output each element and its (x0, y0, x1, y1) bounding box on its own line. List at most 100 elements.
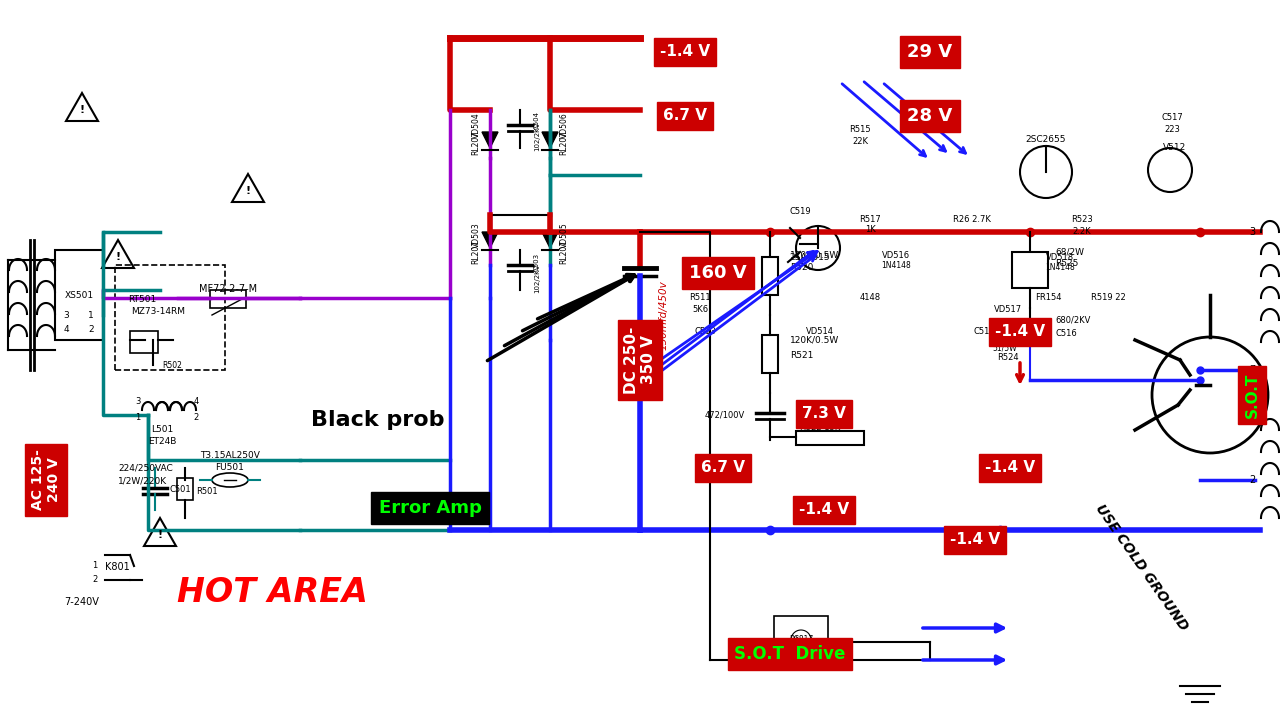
Text: C503: C503 (534, 253, 540, 271)
Text: !: ! (246, 186, 251, 196)
Text: 4: 4 (63, 325, 69, 335)
Text: 2: 2 (1249, 475, 1254, 485)
Text: 3: 3 (1249, 227, 1254, 237)
Text: 6.7 V: 6.7 V (701, 461, 745, 475)
Polygon shape (541, 232, 558, 248)
Text: 4: 4 (193, 397, 198, 407)
Text: -1.4 V: -1.4 V (660, 45, 710, 60)
Text: !: ! (157, 530, 163, 540)
Text: K801: K801 (105, 562, 129, 572)
Text: RL207: RL207 (559, 131, 568, 155)
Text: 2: 2 (193, 413, 198, 421)
Bar (762, 335, 778, 373)
Text: 160 V: 160 V (689, 264, 746, 282)
Text: R520: R520 (790, 264, 813, 272)
Text: FU501: FU501 (215, 462, 244, 472)
Text: 1N4148: 1N4148 (1046, 264, 1075, 272)
Text: 2: 2 (88, 325, 93, 335)
Text: 5K6: 5K6 (692, 305, 708, 315)
Bar (55, 250, 102, 340)
Bar (177, 478, 193, 500)
Text: VD518: VD518 (1046, 253, 1074, 263)
Text: 2.2K: 2.2K (1073, 228, 1092, 236)
Text: RL207: RL207 (471, 131, 480, 155)
Text: R502: R502 (163, 361, 182, 371)
Text: DC 250-
350 V: DC 250- 350 V (623, 326, 657, 394)
Text: 22K: 22K (852, 138, 868, 146)
Text: RL207: RL207 (471, 240, 480, 264)
Text: VD514: VD514 (806, 328, 835, 336)
Text: 29 V: 29 V (908, 43, 952, 61)
Text: 1: 1 (88, 310, 93, 320)
Text: 68/2W: 68/2W (1055, 248, 1084, 256)
Text: Error Amp: Error Amp (379, 499, 481, 517)
Text: R524: R524 (997, 354, 1019, 362)
Text: 1: 1 (136, 413, 141, 421)
Text: 1: 1 (92, 560, 97, 570)
Text: R517: R517 (859, 215, 881, 225)
Text: 102/2KV: 102/2KV (534, 264, 540, 293)
Text: USE COLD GROUND: USE COLD GROUND (1093, 502, 1190, 634)
Text: R522 15K: R522 15K (800, 423, 840, 433)
Text: VD506: VD506 (559, 112, 568, 138)
Text: PC817: PC817 (788, 636, 813, 644)
Text: -1.4 V: -1.4 V (799, 503, 849, 518)
Text: 4148: 4148 (859, 294, 881, 302)
Text: 28 V: 28 V (908, 107, 952, 125)
Text: 3: 3 (63, 310, 69, 320)
Text: 2: 2 (92, 575, 97, 585)
Text: VD517: VD517 (995, 305, 1021, 315)
Text: RT501: RT501 (128, 295, 156, 305)
Text: XS501: XS501 (64, 290, 93, 300)
Text: S.O.T: S.O.T (1244, 372, 1260, 418)
Text: VD503: VD503 (471, 222, 480, 248)
Text: 104/100: 104/100 (1010, 320, 1042, 330)
Text: 472/100V: 472/100V (705, 410, 745, 420)
Text: C516: C516 (1055, 328, 1076, 338)
Text: 7: 7 (1249, 365, 1254, 375)
Text: C519: C519 (790, 207, 810, 217)
Text: MF72-2-7-M: MF72-2-7-M (198, 284, 257, 294)
Text: C514: C514 (973, 328, 995, 336)
Text: N505: N505 (788, 655, 812, 665)
Text: T3.15AL250V: T3.15AL250V (200, 451, 260, 459)
Text: VD516: VD516 (882, 251, 910, 261)
Text: ET24B: ET24B (147, 436, 177, 446)
Text: 224/250VAC: 224/250VAC (118, 464, 173, 472)
Text: 1/2W/220K: 1/2W/220K (118, 477, 168, 485)
Text: FR154: FR154 (1034, 294, 1061, 302)
Text: MZ73-14RM: MZ73-14RM (131, 307, 186, 317)
Bar (210, 290, 246, 308)
Polygon shape (483, 232, 498, 248)
Text: 3: 3 (136, 397, 141, 407)
Text: R501: R501 (196, 487, 218, 497)
Text: C513: C513 (694, 328, 716, 336)
Text: 7-240V: 7-240V (64, 597, 100, 607)
Text: !: ! (79, 105, 84, 115)
Text: 1K: 1K (864, 225, 876, 235)
Text: R523: R523 (1071, 215, 1093, 225)
Text: VD505: VD505 (559, 222, 568, 248)
Bar (762, 257, 778, 295)
Text: AC 125-
240 V: AC 125- 240 V (31, 449, 61, 510)
Text: C504: C504 (534, 111, 540, 129)
Text: 102/2KV: 102/2KV (534, 121, 540, 150)
Text: RL207: RL207 (559, 240, 568, 264)
Polygon shape (483, 132, 498, 148)
Text: -1.4 V: -1.4 V (984, 461, 1036, 475)
Bar (796, 431, 864, 445)
Text: C501: C501 (170, 485, 192, 495)
Text: HOT AREA: HOT AREA (177, 575, 367, 608)
Text: 150mfd/450v: 150mfd/450v (658, 280, 668, 350)
Text: 223: 223 (1164, 125, 1180, 135)
Text: 6.7 V: 6.7 V (663, 109, 707, 124)
Text: R26 2.7K: R26 2.7K (954, 215, 991, 225)
Text: 120K/0.5W: 120K/0.5W (790, 336, 840, 344)
Text: 2SA1015: 2SA1015 (790, 253, 831, 263)
Bar (1012, 252, 1048, 288)
Text: 51/5W: 51/5W (993, 343, 1018, 353)
Text: R511: R511 (689, 294, 710, 302)
Text: VD504: VD504 (471, 112, 480, 138)
Text: 120K/0.5W: 120K/0.5W (790, 251, 840, 259)
Text: 680/2KV: 680/2KV (1055, 315, 1091, 325)
